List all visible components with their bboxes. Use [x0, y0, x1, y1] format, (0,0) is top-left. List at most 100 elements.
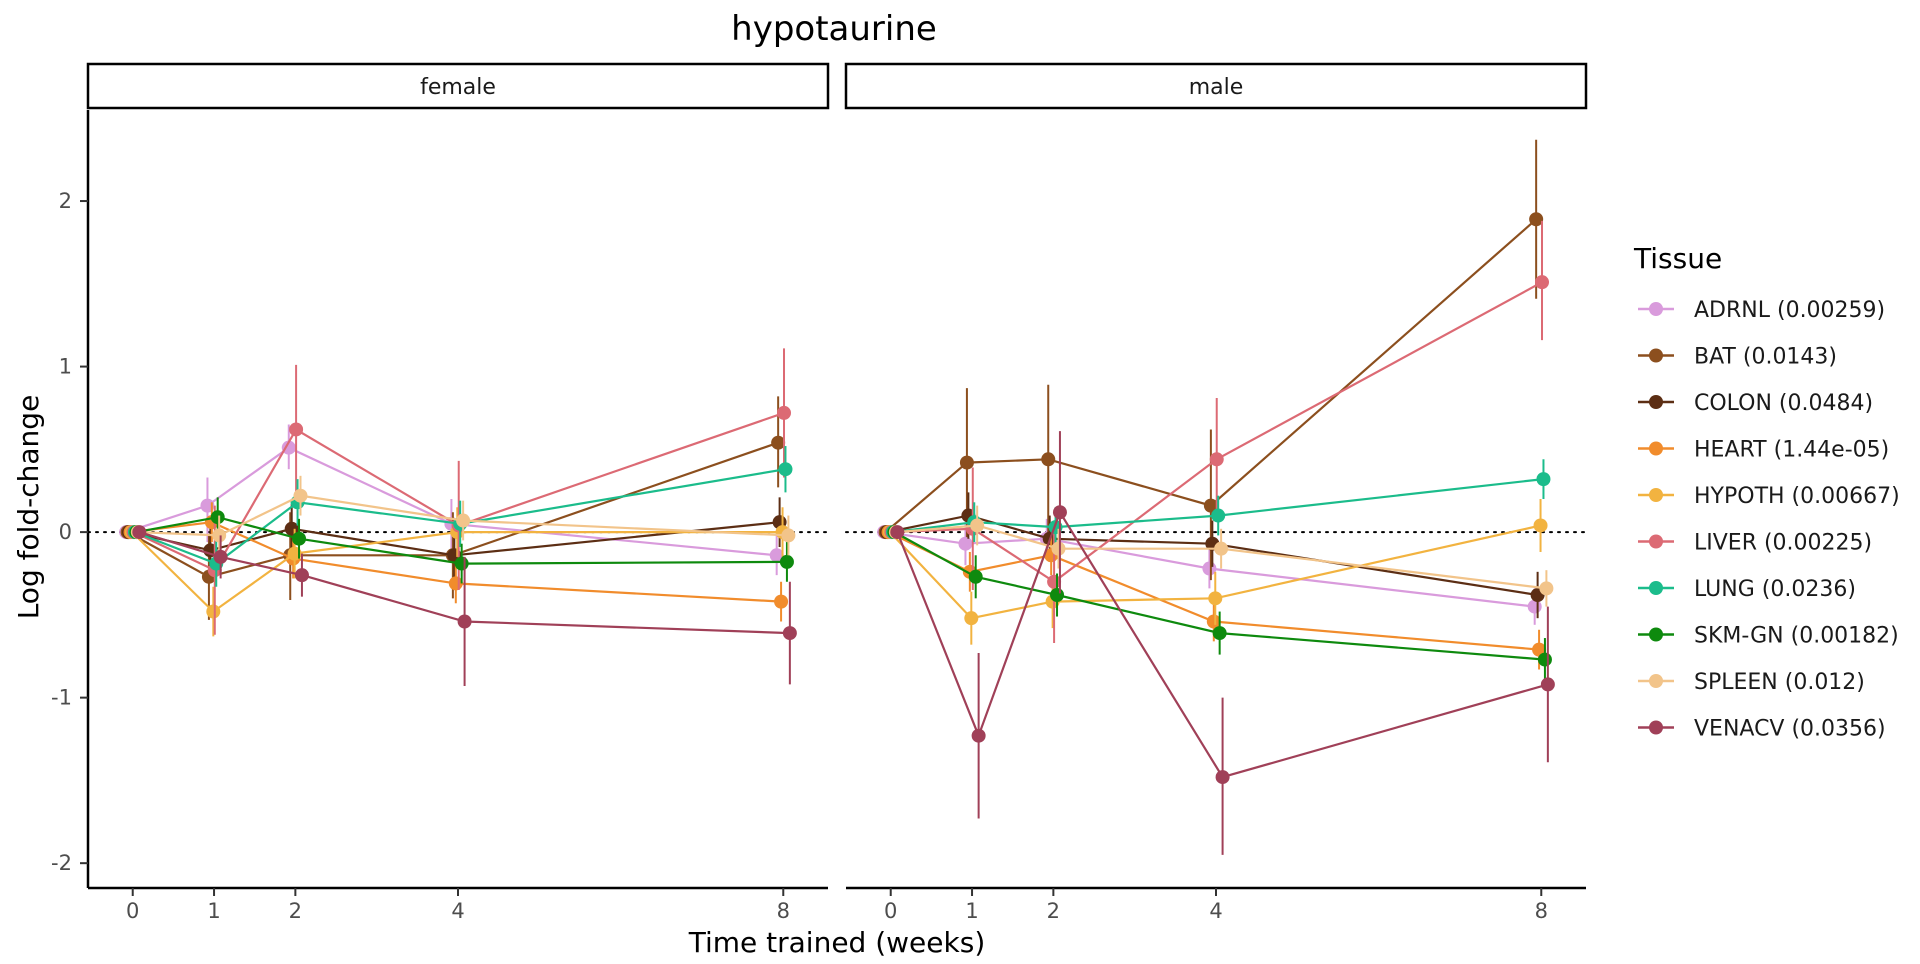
data-point: [454, 556, 469, 571]
x-tick-label: 8: [1535, 899, 1548, 923]
legend-key-point: [1649, 395, 1663, 409]
data-point: [959, 455, 974, 470]
chart-title: hypotaurine: [731, 9, 937, 49]
data-point: [1533, 518, 1548, 533]
legend-key-point: [1649, 441, 1663, 456]
data-point: [958, 536, 973, 551]
data-point: [1539, 581, 1554, 596]
legend-title: Tissue: [1633, 242, 1722, 275]
data-point: [1203, 498, 1218, 513]
x-tick-label: 4: [1209, 899, 1222, 923]
legend-key-point: [1649, 627, 1663, 642]
facet-label-female: female: [420, 75, 496, 100]
x-tick-label: 2: [289, 899, 302, 923]
y-tick-label: -2: [51, 851, 72, 875]
legend-key-point: [1649, 302, 1663, 316]
legend-item: HEART (1.44e-05): [1638, 438, 1889, 463]
y-tick-label: 2: [59, 189, 72, 213]
x-tick-label: 4: [451, 899, 464, 923]
legend-item: LIVER (0.00225): [1638, 531, 1872, 556]
data-point: [1214, 541, 1229, 556]
data-point: [210, 510, 225, 525]
legend-label: COLON (0.0484): [1694, 391, 1873, 416]
data-point: [1050, 588, 1065, 603]
x-tick-label: 0: [884, 899, 897, 923]
data-point: [782, 626, 797, 641]
x-tick-label: 2: [1047, 899, 1060, 923]
y-tick-label: 1: [59, 355, 72, 379]
data-point: [1051, 541, 1066, 556]
facet-strip-female: female: [86, 62, 830, 110]
data-point: [1215, 770, 1230, 785]
data-point: [1529, 212, 1544, 227]
legend-item: SKM-GN (0.00182): [1638, 624, 1899, 649]
data-point: [890, 525, 905, 540]
data-point: [771, 435, 786, 450]
legend-label: ADRNL (0.00259): [1694, 298, 1885, 323]
legend: Tissue ADRNL (0.00259) BAT (0.0143) COLON …: [1633, 242, 1900, 742]
legend-item: BAT (0.0143): [1638, 345, 1837, 370]
data-point: [212, 528, 227, 543]
series-venacv-male: [890, 431, 1555, 855]
legend-item: ADRNL (0.00259): [1638, 298, 1885, 323]
data-point: [206, 604, 221, 619]
data-point: [964, 611, 979, 626]
data-point: [132, 525, 147, 540]
panel-female: [87, 348, 829, 687]
data-point: [968, 569, 983, 584]
y-tick-label: -1: [51, 686, 72, 710]
y-axis: -2 -1 0 1 2: [51, 110, 90, 888]
data-point: [774, 594, 789, 609]
legend-item: VENACV (0.0356): [1638, 717, 1886, 742]
legend-item: HYPOTH (0.00667): [1638, 484, 1900, 509]
x-axis-male: 0 1 2 4 8: [846, 886, 1586, 923]
data-point: [213, 549, 228, 564]
data-point: [292, 531, 307, 546]
legend-label: SPLEEN (0.012): [1694, 670, 1865, 695]
data-point: [1208, 591, 1223, 606]
legend-key-point: [1649, 488, 1663, 502]
x-axis-female: 0 1 2 4 8: [88, 886, 828, 923]
data-point: [1211, 508, 1226, 523]
x-tick-label: 8: [777, 899, 790, 923]
data-point: [1212, 626, 1227, 641]
data-point: [1537, 652, 1552, 667]
data-point: [289, 422, 304, 437]
legend-label: SKM-GN (0.00182): [1694, 624, 1899, 649]
x-tick-label: 0: [126, 899, 139, 923]
data-point: [293, 488, 308, 503]
data-point: [778, 462, 793, 477]
data-point: [281, 440, 296, 455]
data-point: [777, 405, 792, 420]
legend-item: LUNG (0.0236): [1638, 577, 1856, 602]
data-point: [769, 548, 784, 563]
panel-male: [845, 139, 1587, 855]
data-point: [1052, 505, 1067, 520]
legend-key-point: [1649, 348, 1663, 363]
x-tick-label: 1: [965, 899, 978, 923]
data-point: [294, 568, 309, 583]
data-point: [1041, 452, 1056, 467]
data-point: [456, 513, 471, 528]
legend-label: BAT (0.0143): [1694, 345, 1837, 370]
series-bat-male: [878, 139, 1544, 581]
legend-item: COLON (0.0484): [1638, 391, 1873, 416]
data-point: [781, 528, 796, 543]
data-point: [1206, 614, 1221, 629]
x-tick-label: 1: [207, 899, 220, 923]
x-axis-title: Time trained (weeks): [688, 926, 986, 959]
data-point: [1209, 452, 1224, 467]
legend-label: LIVER (0.00225): [1694, 531, 1872, 556]
data-point: [1540, 677, 1555, 692]
legend-key-point: [1649, 720, 1663, 735]
series-venacv-female: [132, 525, 797, 687]
data-point: [1535, 275, 1550, 290]
y-tick-label: 0: [59, 520, 72, 544]
data-point: [971, 728, 986, 743]
legend-label: LUNG (0.0236): [1694, 577, 1856, 602]
legend-label: HEART (1.44e-05): [1694, 438, 1889, 463]
series-spleen-female: [130, 475, 796, 556]
legend-label: HYPOTH (0.00667): [1694, 484, 1900, 509]
y-axis-title: Log fold-change: [12, 395, 45, 620]
